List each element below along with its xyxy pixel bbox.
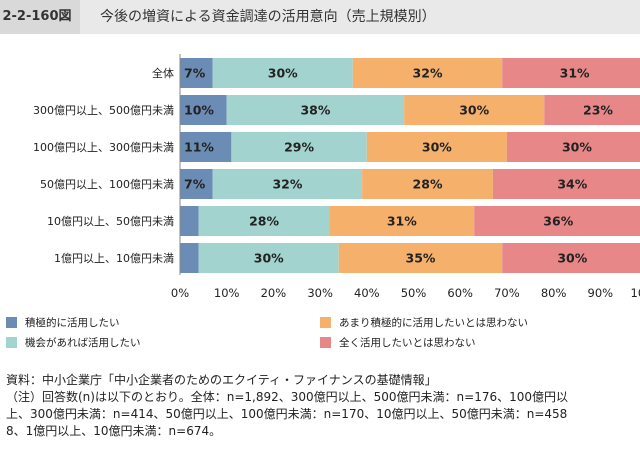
legend-label: 積極的に活用したい: [25, 317, 120, 329]
bar-segment: [544, 95, 640, 125]
bar-segment: [492, 169, 640, 199]
category-label: 100億円以上、300億円未満: [33, 141, 174, 154]
bar-segment: [212, 169, 363, 199]
data-label: 30%: [268, 66, 298, 81]
data-label: 10%: [184, 103, 214, 118]
x-tick-label: 10%: [214, 286, 240, 300]
bar-segment: [180, 243, 199, 273]
bar-segment: [338, 243, 503, 273]
note-line: （注）回答数(n)は以下のとおり。全体：n=1,892、300億円以上、500億…: [6, 390, 569, 404]
category-label: 10億円以上、50億円未満: [47, 215, 174, 228]
figure-number: 2-2-160図: [0, 0, 80, 34]
bar-segment: [506, 132, 640, 162]
data-label: 28%: [249, 214, 279, 229]
data-label: 32%: [272, 177, 302, 192]
x-tick-label: 80%: [541, 286, 567, 300]
bar-segment: [226, 95, 405, 125]
legend-item: 機会があれば活用したい: [6, 336, 141, 350]
legend-swatch: [320, 317, 331, 328]
source-text: 資料：中小企業庁「中小企業者のためのエクイティ・ファイナンスの基礎情報」: [6, 373, 437, 387]
data-label: 32%: [413, 66, 443, 81]
bar-segment: [329, 206, 475, 236]
category-label: 50億円以上、100億円未満: [40, 178, 174, 191]
bar-segment: [362, 169, 493, 199]
bar-segment: [180, 206, 199, 236]
legend-label: あまり積極的に活用したいとは思わない: [339, 317, 528, 329]
data-label: 7%: [184, 66, 206, 81]
data-label: 7%: [184, 177, 206, 192]
data-label: 11%: [184, 140, 214, 155]
bar-segment: [198, 206, 330, 236]
x-tick-label: 90%: [588, 286, 614, 300]
x-tick-label: 40%: [354, 286, 380, 300]
bar-segment: [180, 169, 213, 199]
bar-segment: [474, 206, 640, 236]
data-label: 23%: [583, 103, 613, 118]
bar-segment: [502, 243, 640, 273]
note-line: 8、1億円以上、10億円未満：n=674。: [6, 424, 222, 438]
legend-swatch: [6, 337, 17, 348]
category-label: 全体: [152, 66, 174, 80]
figure-title: 今後の増資による資金調達の活用意向（売上規模別）: [100, 9, 436, 25]
x-tick-label: 20%: [261, 286, 287, 300]
note-text: （注）回答数(n)は以下のとおり。全体：n=1,892、300億円以上、500億…: [6, 389, 568, 440]
bar-segment: [502, 58, 640, 88]
bar-segment: [231, 132, 367, 162]
x-tick-label: 30%: [307, 286, 333, 300]
bar-segment: [180, 95, 227, 125]
legend-item: 全く活用したいとは思わない: [320, 336, 476, 350]
bar-segment: [198, 243, 339, 273]
bar-segment: [404, 95, 545, 125]
x-tick-label: 70%: [494, 286, 520, 300]
legend-label: 全く活用したいとは思わない: [339, 337, 476, 349]
stacked-bar-chart: 全体 7% 30% 32% 31% 300億円以上、500億円未満 10% 38% 30% 23%…: [33, 54, 640, 300]
data-label: 30%: [562, 140, 592, 155]
data-label: 35%: [406, 251, 436, 266]
category-label: 300億円以上、500億円未満: [33, 104, 174, 117]
figure-header: 2-2-160図 今後の増資による資金調達の活用意向（売上規模別）: [0, 0, 640, 34]
bar-segment: [366, 132, 507, 162]
category-label: 1億円以上、10億円未満: [54, 252, 174, 265]
x-tick-label: 60%: [447, 286, 473, 300]
bar-segment: [180, 132, 232, 162]
data-label: 38%: [300, 103, 330, 118]
legend-label: 機会があれば活用したい: [25, 337, 141, 349]
note-line: 上、300億円未満：n=414、50億円以上、100億円未満：n=170、10億…: [6, 407, 568, 421]
data-label: 28%: [413, 177, 443, 192]
data-label: 31%: [387, 214, 417, 229]
x-tick-label: 0%: [171, 286, 189, 300]
data-label: 30%: [459, 103, 489, 118]
bar-segment: [180, 58, 213, 88]
legend-item: 積極的に活用したい: [6, 316, 120, 330]
data-label: 36%: [543, 214, 573, 229]
legend-swatch: [320, 337, 331, 348]
x-tick-label: 100%: [631, 286, 640, 300]
x-tick-label: 50%: [401, 286, 427, 300]
legend-swatch: [6, 317, 17, 328]
data-label: 30%: [254, 251, 284, 266]
data-label: 29%: [284, 140, 314, 155]
data-label: 30%: [557, 251, 587, 266]
bar-segment: [212, 58, 353, 88]
data-label: 34%: [557, 177, 587, 192]
data-label: 30%: [422, 140, 452, 155]
legend-item: あまり積極的に活用したいとは思わない: [320, 316, 528, 330]
bar-segment: [352, 58, 503, 88]
data-label: 31%: [560, 66, 590, 81]
